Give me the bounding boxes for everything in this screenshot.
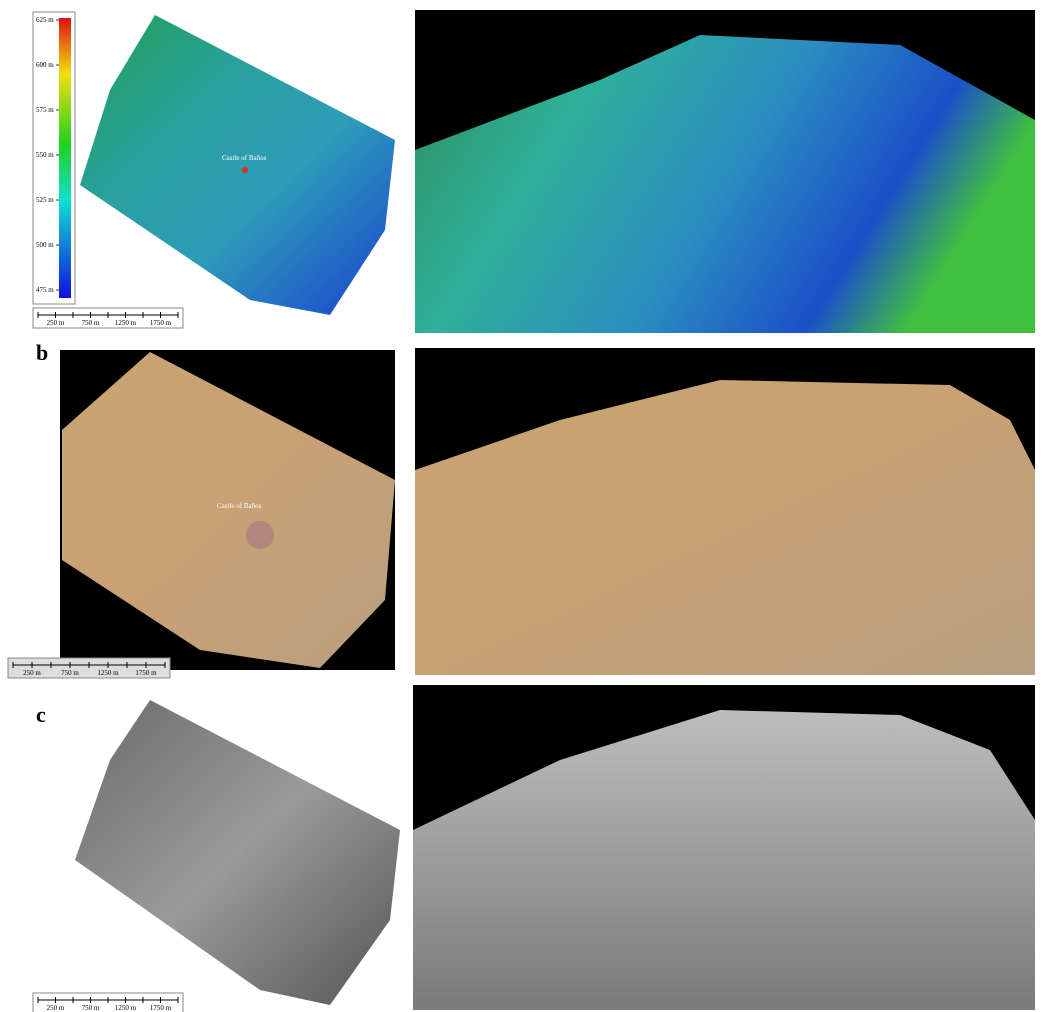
colorbar-ticks: 625 m 600 m 575 m 550 m 525 m 500 m 475 m <box>36 16 59 294</box>
ortho-3d-view <box>415 380 1035 675</box>
dem-3d-view <box>415 35 1035 333</box>
scale-bar-label: 1250 m <box>97 669 119 677</box>
grayscale-map <box>75 700 400 1005</box>
scale-bar: 250 m 750 m 1250 m 1750 m <box>32 307 184 329</box>
scale-bar-label: 750 m <box>82 1004 100 1012</box>
map-label: Castle of Baños <box>222 154 267 162</box>
colorbar-tick-label: 475 m <box>36 286 54 294</box>
colorbar-tick-label: 600 m <box>36 61 54 69</box>
scale-bar-label: 250 m <box>47 319 65 327</box>
scale-bar: 250 m 750 m 1250 m 1750 m <box>32 992 184 1012</box>
panel-label: c <box>36 702 46 727</box>
colorbar <box>59 18 71 298</box>
scale-bar-label: 1750 m <box>150 1004 172 1012</box>
colorbar-tick-label: 525 m <box>36 196 54 204</box>
colorbar-tick-label: 625 m <box>36 16 54 24</box>
scale-bar-label: 750 m <box>82 319 100 327</box>
orthophoto-map <box>62 352 395 668</box>
scale-bar-label: 1750 m <box>150 319 172 327</box>
gray-3d-view <box>413 710 1035 1010</box>
dem-map <box>80 15 395 315</box>
scale-bar-label: 250 m <box>47 1004 65 1012</box>
town <box>246 521 274 549</box>
colorbar-tick-label: 550 m <box>36 151 54 159</box>
scale-bar: 250 m 750 m 1250 m 1750 m <box>7 657 171 679</box>
scale-bar-label: 1250 m <box>115 1004 137 1012</box>
scale-bar-label: 750 m <box>61 669 79 677</box>
scale-bar-label: 1750 m <box>135 669 157 677</box>
colorbar-tick-label: 575 m <box>36 106 54 114</box>
map-label: Castle of Baños <box>217 502 262 510</box>
colorbar-tick-label: 500 m <box>36 241 54 249</box>
scale-bar-label: 250 m <box>23 669 41 677</box>
panel-label: b <box>36 340 48 365</box>
scale-bar-label: 1250 m <box>115 319 137 327</box>
castle-marker <box>242 167 248 173</box>
